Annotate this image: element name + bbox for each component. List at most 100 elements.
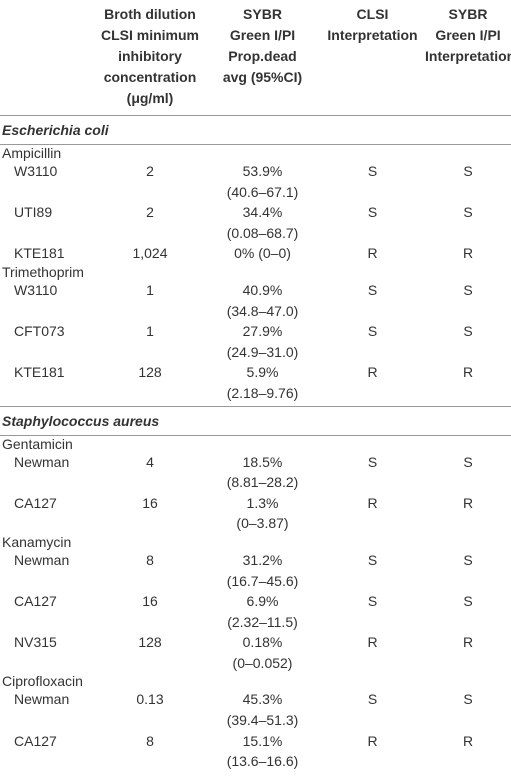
header-line: (μg/ml) xyxy=(126,90,174,106)
strain: KTE181 xyxy=(14,364,65,381)
sybr-cell: 6.9% (2.32–11.5) xyxy=(205,591,320,632)
table-row: Newman 4 18.5% (8.81–28.2) S S xyxy=(0,452,511,493)
sybr-cell: 40.9% (34.8–47.0) xyxy=(205,280,320,321)
clsi: S xyxy=(367,551,378,568)
table-row: CA127 8 15.1% (13.6–16.6) R R xyxy=(0,731,511,772)
sybr-cell: 34.4% (0.08–68.7) xyxy=(205,202,320,243)
header-line: Prop.dead xyxy=(228,48,297,64)
mic: 128 xyxy=(138,634,162,651)
clsi: S xyxy=(367,281,378,298)
header-line: SYBR xyxy=(243,6,282,22)
header-cell: CLSI Interpretation xyxy=(320,4,425,109)
sybr-ci: (2.18–9.76) xyxy=(226,384,299,401)
header-cell xyxy=(0,4,95,109)
strain: W3110 xyxy=(14,163,58,179)
strain: CA127 xyxy=(14,732,57,749)
strain: W3110 xyxy=(14,281,58,298)
drug-name: Trimethoprim xyxy=(2,263,84,280)
sybr-interp: R xyxy=(462,245,474,262)
sybr-interp: S xyxy=(463,593,473,610)
sybr-value: 34.4% xyxy=(242,204,283,221)
sybr-value: 27.9% xyxy=(242,323,283,340)
sybr-value: 31.2% xyxy=(242,551,283,568)
table-row: KTE181 1,024 0% (0–0) R R xyxy=(0,243,511,264)
strain: NV315 xyxy=(14,634,57,651)
mic: 16 xyxy=(142,593,158,610)
sybr-interp: R xyxy=(462,364,474,381)
clsi: S xyxy=(367,593,378,610)
sybr-ci: (39.4–51.3) xyxy=(226,712,299,729)
header-line: inhibitory xyxy=(118,48,182,64)
clsi: R xyxy=(367,494,378,511)
strain: KTE181 xyxy=(14,245,65,262)
header-line: Green I/PI xyxy=(229,27,296,43)
organism-title: Staphylococcus aureus xyxy=(0,405,511,436)
header-line: CLSI minimum xyxy=(100,27,199,43)
sybr-value: 0% (0–0) xyxy=(234,245,291,262)
header-line: avg (95%CI) xyxy=(222,69,303,85)
clsi: S xyxy=(367,163,378,179)
clsi: S xyxy=(367,691,378,708)
sybr-ci: (34.8–47.0) xyxy=(226,302,299,319)
sybr-ci: (8.81–28.2) xyxy=(226,474,299,491)
sybr-ci: (13.6–16.6) xyxy=(226,753,299,770)
sybr-interp: S xyxy=(463,204,473,221)
mic: 16 xyxy=(142,494,158,511)
sybr-value: 15.1% xyxy=(242,732,283,749)
mic: 1,024 xyxy=(132,245,168,262)
mic: 0.13 xyxy=(136,691,164,708)
drug-name: Kanamycin xyxy=(2,533,72,550)
sybr-cell: 1.3% (0–3.87) xyxy=(205,493,320,534)
sybr-value: 6.9% xyxy=(246,593,279,610)
sybr-cell: 5.9% (2.18–9.76) xyxy=(205,362,320,403)
sybr-value: 1.3% xyxy=(246,494,279,511)
strain: Newman xyxy=(14,551,70,568)
table-row: W3110 2 53.9% (40.6–67.1) S S xyxy=(0,161,511,202)
header-cell: SYBR Green I/PI Interpretation xyxy=(425,4,511,109)
sybr-value: 53.9% xyxy=(242,163,283,179)
clsi: S xyxy=(367,323,378,340)
clsi: R xyxy=(367,732,378,749)
clsi: R xyxy=(367,364,378,381)
sybr-ci: (2.32–11.5) xyxy=(227,613,298,630)
strain: CA127 xyxy=(14,593,57,610)
header-line: SYBR xyxy=(448,6,488,22)
strain: UTI89 xyxy=(14,204,53,221)
sybr-cell: 45.3% (39.4–51.3) xyxy=(205,689,320,730)
table-row: W3110 1 40.9% (34.8–47.0) S S xyxy=(0,280,511,321)
mic: 4 xyxy=(146,453,154,470)
sybr-cell: 53.9% (40.6–67.1) xyxy=(205,161,320,202)
header-line: Interpretation xyxy=(327,27,418,43)
clsi: R xyxy=(367,245,378,262)
table-row: Newman 8 31.2% (16.7–45.6) S S xyxy=(0,550,511,591)
sybr-cell: 27.9% (24.9–31.0) xyxy=(205,321,320,362)
mic: 1 xyxy=(146,281,154,298)
sybr-cell: 31.2% (16.7–45.6) xyxy=(205,550,320,591)
sybr-cell: 0.18% (0–0.052) xyxy=(205,632,320,673)
sybr-interp: S xyxy=(463,551,473,568)
sybr-interp: S xyxy=(463,163,473,179)
mic: 128 xyxy=(138,364,162,381)
sybr-value: 40.9% xyxy=(242,281,283,298)
mic: 8 xyxy=(146,551,154,568)
drug-name: Ampicillin xyxy=(2,145,62,161)
mic: 2 xyxy=(146,163,154,179)
table-row: CA127 16 6.9% (2.32–11.5) S S xyxy=(0,591,511,632)
strain: CA127 xyxy=(14,494,57,511)
drug-name: Ciprofloxacin xyxy=(2,673,83,690)
mic: 1 xyxy=(146,323,154,340)
sybr-value: 18.5% xyxy=(242,453,283,470)
clsi: S xyxy=(367,453,378,470)
header-cell: SYBR Green I/PI Prop.dead avg (95%CI) xyxy=(205,4,320,109)
sybr-interp: R xyxy=(462,634,474,651)
mic: 8 xyxy=(146,732,154,749)
sybr-interp: R xyxy=(462,494,474,511)
clsi: R xyxy=(367,634,378,651)
sybr-ci: (24.9–31.0) xyxy=(226,343,299,360)
header-row: Broth dilution CLSI minimum inhibitory conc… xyxy=(0,0,511,116)
sybr-value: 45.3% xyxy=(242,691,283,708)
sybr-cell: 18.5% (8.81–28.2) xyxy=(205,452,320,493)
drug-name: Gentamicin xyxy=(2,435,73,452)
sybr-value: 0.18% xyxy=(242,634,283,651)
